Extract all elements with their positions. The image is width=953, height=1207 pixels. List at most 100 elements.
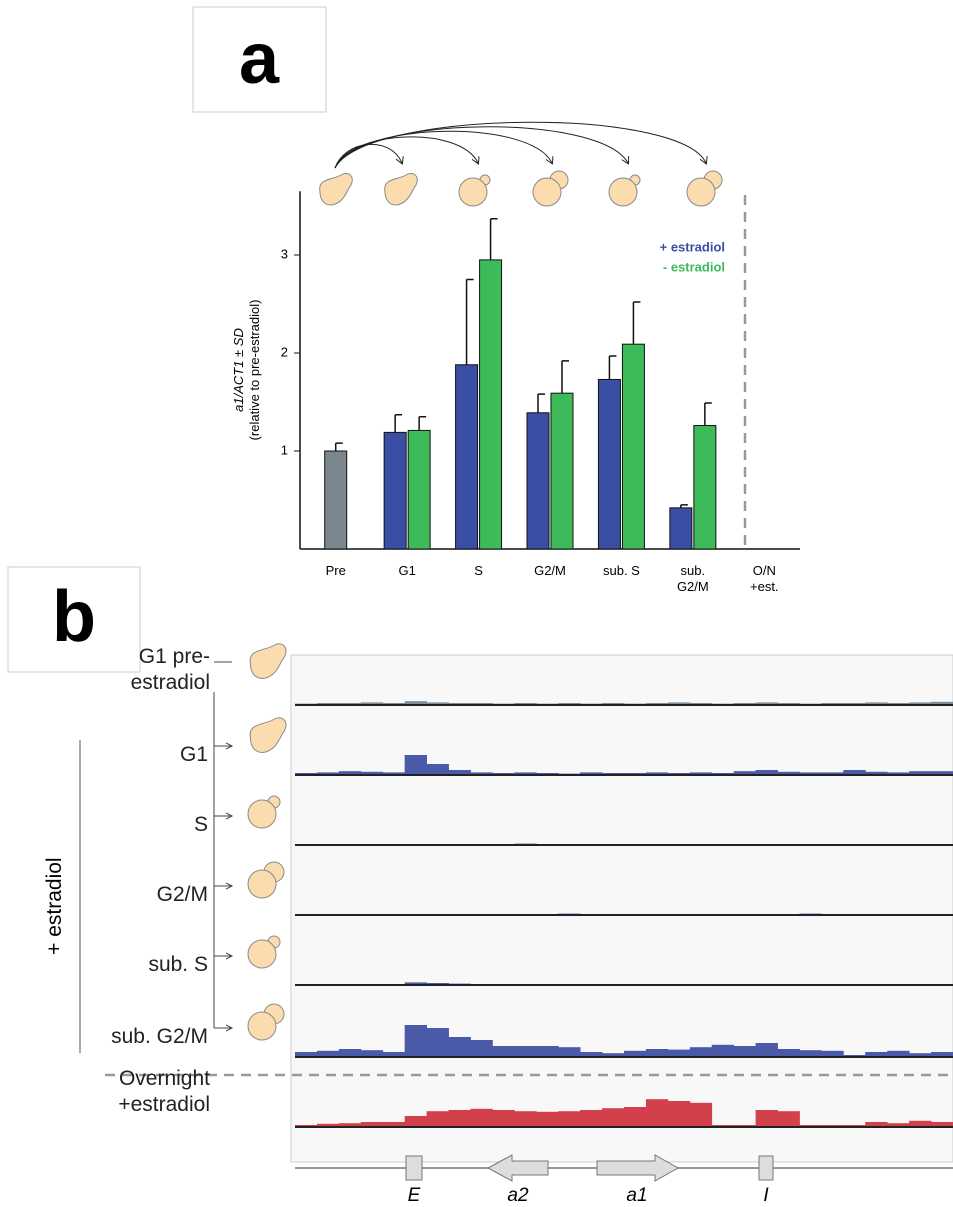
coverage-bin xyxy=(426,1111,449,1128)
coverage-bin xyxy=(492,1110,515,1128)
coverage-bin xyxy=(909,771,932,776)
coverage-bin xyxy=(536,1046,559,1058)
gene-label: a2 xyxy=(507,1185,529,1206)
coverage-bin xyxy=(404,755,427,776)
error-bar xyxy=(418,415,427,431)
cell-icon xyxy=(249,717,287,754)
coverage-bin xyxy=(931,771,953,776)
coverage-bin xyxy=(360,1122,384,1128)
coverage-bin xyxy=(558,1047,581,1058)
cell-icon xyxy=(247,939,277,969)
coverage-bin xyxy=(865,1052,888,1058)
coverage-bin xyxy=(755,770,778,776)
cell-icon xyxy=(247,1011,277,1041)
gene-track xyxy=(295,1154,953,1182)
coverage-bin xyxy=(733,771,756,776)
coverage-bin xyxy=(536,1111,559,1128)
coverage-bin xyxy=(887,1050,910,1058)
coverage-bin xyxy=(448,1037,471,1058)
coverage-bin xyxy=(316,1123,340,1128)
coverage-bin xyxy=(448,1110,471,1128)
coverage-bin xyxy=(733,1046,756,1058)
cell-icon xyxy=(686,177,716,207)
cell-icon xyxy=(384,173,418,206)
coverage-bin xyxy=(360,1050,384,1058)
error-bar xyxy=(489,217,498,260)
error-bar xyxy=(334,442,343,451)
coverage-bin xyxy=(338,771,362,776)
bar xyxy=(407,429,431,550)
coverage-bin xyxy=(755,1110,778,1128)
coverage-bin xyxy=(887,1123,910,1128)
x-tick-label: Pre xyxy=(325,563,346,578)
cell-icon xyxy=(532,177,562,207)
coverage-bin xyxy=(602,1053,625,1058)
coverage-bin xyxy=(821,1050,844,1058)
coverage-bin xyxy=(645,1049,669,1058)
coverage-bin xyxy=(667,1101,691,1128)
coverage-bin xyxy=(624,1050,647,1058)
coverage-bin xyxy=(426,764,449,776)
track-label: S xyxy=(193,813,208,836)
coverage-bin xyxy=(777,1049,800,1058)
cell-icon xyxy=(608,177,638,207)
coverage-bin xyxy=(360,771,384,776)
group-label: + estradiol xyxy=(42,857,66,955)
coverage-bin xyxy=(777,1111,800,1128)
coverage-bin xyxy=(338,1123,362,1128)
y-axis-label-line: a1/ACT1 ± SD xyxy=(231,328,246,412)
error-bar xyxy=(394,413,403,433)
y-axis-label-line: (relative to pre-estradiol) xyxy=(247,300,262,441)
coverage-bin xyxy=(404,1116,427,1128)
bar xyxy=(621,343,645,550)
coverage-bin xyxy=(909,1053,932,1058)
legend-label: - estradiol xyxy=(663,259,725,274)
coverage-bin xyxy=(382,1052,406,1058)
cell-icon xyxy=(247,869,277,899)
coverage-bin xyxy=(404,1025,427,1058)
cell-icon xyxy=(458,177,488,207)
y-tick-label: 2 xyxy=(281,344,288,359)
coverage-bin xyxy=(843,770,866,776)
coverage-bin xyxy=(865,771,888,776)
panel-box xyxy=(7,566,141,673)
track-label: G1 xyxy=(179,743,208,766)
coverage-bin xyxy=(689,1047,713,1058)
coverage-bin xyxy=(799,1050,822,1058)
coverage-bin xyxy=(448,770,471,776)
y-axis-label: a1/ACT1 ± SD(relative to pre-estradiol) xyxy=(231,300,262,441)
error-bar xyxy=(632,301,641,345)
coverage-bin xyxy=(580,1052,603,1058)
coverage-bin xyxy=(755,1043,778,1058)
y-tick-label: 3 xyxy=(281,246,288,261)
coverage-bin xyxy=(492,1046,515,1058)
coverage-bin xyxy=(909,1120,932,1128)
track-panel xyxy=(290,654,953,1163)
coverage-bin xyxy=(338,1049,362,1058)
coverage-bin xyxy=(382,1122,406,1128)
coverage-bin xyxy=(558,1111,581,1128)
error-bar xyxy=(537,393,545,413)
coverage-bin xyxy=(777,771,800,776)
track-label: G1 pre-estradiol xyxy=(130,645,210,695)
coverage-bin xyxy=(667,1049,691,1058)
track-label: Overnight +estradiol xyxy=(118,1067,210,1117)
error-bar xyxy=(704,402,712,426)
y-tick-label: 1 xyxy=(281,442,288,457)
bar xyxy=(455,364,479,550)
coverage-bin xyxy=(470,1040,493,1058)
coverage-bin xyxy=(580,1110,603,1128)
coverage-bin xyxy=(470,1108,493,1128)
panel-box xyxy=(192,6,327,113)
bar xyxy=(669,507,693,550)
coverage-bin xyxy=(514,1111,537,1128)
cell-icon xyxy=(249,643,287,680)
coverage-bin xyxy=(316,1050,340,1058)
x-tick-label: O/N +est. xyxy=(750,563,779,595)
arrows xyxy=(334,121,706,169)
x-tick-label: sub. S xyxy=(602,563,640,578)
bar xyxy=(693,425,717,550)
coverage-bin xyxy=(404,701,427,706)
panel-label: b xyxy=(52,577,96,657)
